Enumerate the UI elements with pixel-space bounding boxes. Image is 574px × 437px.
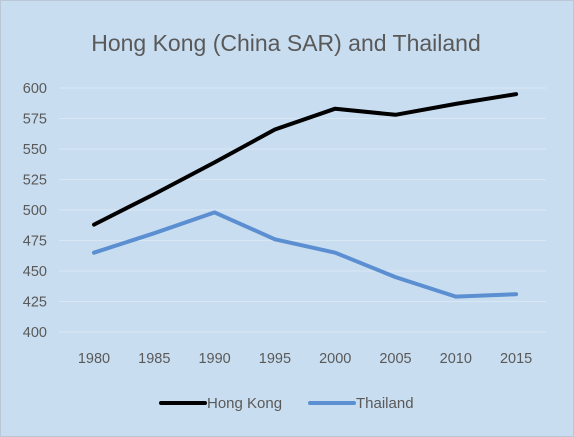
x-tick-label: 2005 bbox=[379, 351, 411, 367]
x-tick-label: 1990 bbox=[198, 351, 230, 367]
y-axis-ticks: 400 425 450 475 500 525 550 575 600 bbox=[23, 81, 47, 341]
x-tick-label: 1980 bbox=[78, 351, 110, 367]
chart-title: Hong Kong (China SAR) and Thailand bbox=[91, 30, 481, 56]
x-tick-label: 2010 bbox=[440, 351, 472, 367]
legend-label: Hong Kong bbox=[207, 395, 282, 412]
x-tick-label: 2000 bbox=[319, 351, 351, 367]
y-tick-label: 575 bbox=[23, 112, 47, 128]
series-line-hong-kong bbox=[92, 92, 519, 227]
x-tick-label: 1985 bbox=[138, 351, 170, 367]
y-tick-label: 550 bbox=[23, 142, 47, 158]
x-tick-label: 2015 bbox=[500, 351, 532, 367]
legend-label: Thailand bbox=[356, 395, 414, 412]
x-axis-ticks: 1980 1985 1990 1995 2000 2005 2010 2015 bbox=[78, 351, 532, 367]
y-tick-label: 600 bbox=[23, 81, 47, 97]
y-tick-label: 525 bbox=[23, 173, 47, 189]
legend: Hong Kong Thailand bbox=[159, 395, 414, 412]
series-line-thailand bbox=[92, 210, 519, 299]
y-tick-label: 425 bbox=[23, 295, 47, 311]
y-tick-label: 450 bbox=[23, 264, 47, 280]
series-lines bbox=[92, 92, 519, 299]
y-tick-label: 475 bbox=[23, 234, 47, 250]
y-tick-label: 400 bbox=[23, 325, 47, 341]
x-tick-label: 1995 bbox=[259, 351, 291, 367]
gridlines bbox=[59, 87, 546, 333]
y-tick-label: 500 bbox=[23, 203, 47, 219]
